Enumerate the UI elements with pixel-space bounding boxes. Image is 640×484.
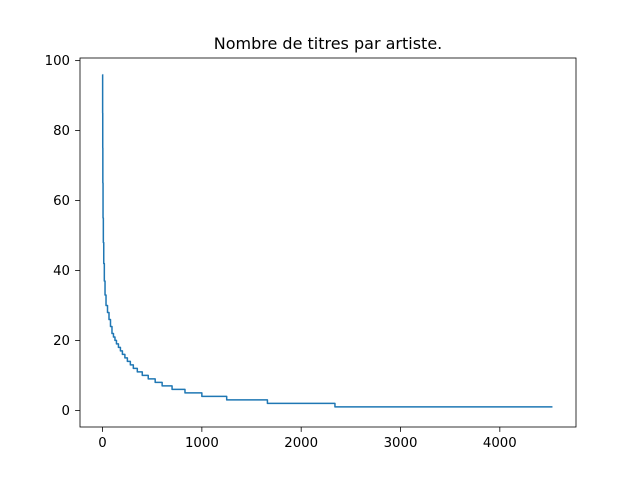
y-tick-label: 0 bbox=[62, 404, 70, 419]
axes-frame bbox=[79, 57, 577, 428]
y-tick-label: 100 bbox=[45, 54, 70, 69]
y-tick-label: 20 bbox=[53, 334, 70, 349]
y-tick-label: 60 bbox=[53, 194, 70, 209]
series-layer bbox=[101, 73, 553, 408]
x-tick-label: 0 bbox=[98, 436, 106, 451]
y-tick-label: 40 bbox=[53, 264, 70, 279]
series-line bbox=[101, 73, 553, 408]
y-axis: 0 20 40 60 80 100 bbox=[45, 54, 80, 419]
x-tick-label: 3000 bbox=[384, 436, 418, 451]
x-tick-label: 2000 bbox=[284, 436, 318, 451]
x-tick-label: 1000 bbox=[185, 436, 219, 451]
y-tick-label: 80 bbox=[53, 124, 70, 139]
x-axis: 0 1000 2000 3000 4000 bbox=[98, 427, 517, 451]
x-tick-label: 4000 bbox=[483, 436, 517, 451]
chart-title: Nombre de titres par artiste. bbox=[214, 34, 443, 53]
